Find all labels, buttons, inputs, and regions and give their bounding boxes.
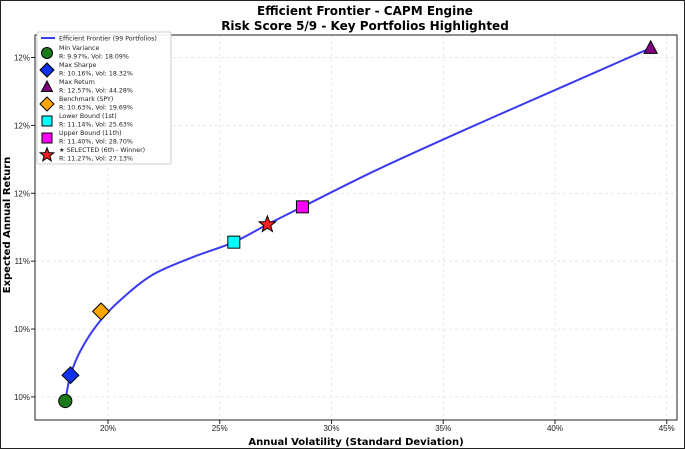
selected-6th-winner-marker (257, 214, 277, 233)
legend-label: Max Sharpe (59, 62, 96, 69)
legend-detail: R: 11.27%, Vol: 27.13% (59, 156, 133, 163)
legend-detail: R: 11.40%, Vol: 28.70% (59, 139, 133, 146)
legend-marker (40, 79, 54, 92)
x-tick-label: 45% (659, 424, 675, 433)
x-tick-label: 35% (435, 424, 451, 433)
min-variance-marker (58, 393, 73, 409)
y-axis-label: Expected Annual Return (2, 157, 13, 294)
legend-detail: R: 11.14%, Vol: 25.63% (59, 122, 133, 129)
benchmark-spy-marker (91, 302, 111, 321)
legend-label: Upper Bound (11th) (59, 130, 122, 137)
chart-subtitle: Risk Score 5/9 - Key Portfolios Highligh… (221, 19, 509, 33)
legend-label: Lower Bound (1st) (59, 113, 117, 120)
x-tick-label: 40% (547, 424, 563, 433)
legend-marker (39, 62, 55, 78)
legend-label: ★ SELECTED (6th - Winner) (59, 147, 145, 154)
legend-marker (38, 146, 56, 162)
legend-frontier-label: Efficient Frontier (99 Portfolios) (59, 36, 157, 43)
y-tick-label: 10% (14, 325, 30, 334)
y-tick-label: 12% (14, 189, 30, 198)
y-tick-label: 12% (14, 121, 30, 130)
legend-label: Min Variance (59, 45, 100, 52)
x-tick-label: 20% (100, 424, 116, 433)
legend-detail: R: 10.63%, Vol: 19.69% (59, 105, 133, 112)
max-sharpe-marker (61, 366, 80, 385)
x-axis-label: Annual Volatility (Standard Deviation) (248, 437, 463, 448)
legend-marker (41, 132, 53, 144)
legend-label: Benchmark (SPY) (59, 96, 113, 103)
legend-detail: R: 12.57%, Vol: 44.28% (59, 88, 133, 95)
legend-marker (39, 96, 55, 112)
chart-title: Efficient Frontier - CAPM Engine (257, 4, 473, 18)
legend-detail: R: 9.97%, Vol: 18.09% (59, 54, 129, 61)
legend-marker (41, 47, 53, 59)
y-tick-label: 12% (14, 54, 30, 63)
x-tick-label: 30% (323, 424, 339, 433)
legend-label: Max Return (59, 79, 95, 86)
x-tick-label: 25% (212, 424, 228, 433)
max-return-marker (643, 39, 659, 54)
legend-detail: R: 10.16%, Vol: 18.32% (59, 71, 133, 78)
legend-marker (41, 115, 53, 127)
plot-area-border (34, 34, 678, 421)
lower-bound-1st-marker (227, 235, 241, 249)
upper-bound-11th-marker (295, 200, 309, 214)
legend-box (36, 31, 172, 165)
y-tick-label: 11% (15, 257, 30, 266)
y-tick-label: 10% (14, 393, 30, 402)
